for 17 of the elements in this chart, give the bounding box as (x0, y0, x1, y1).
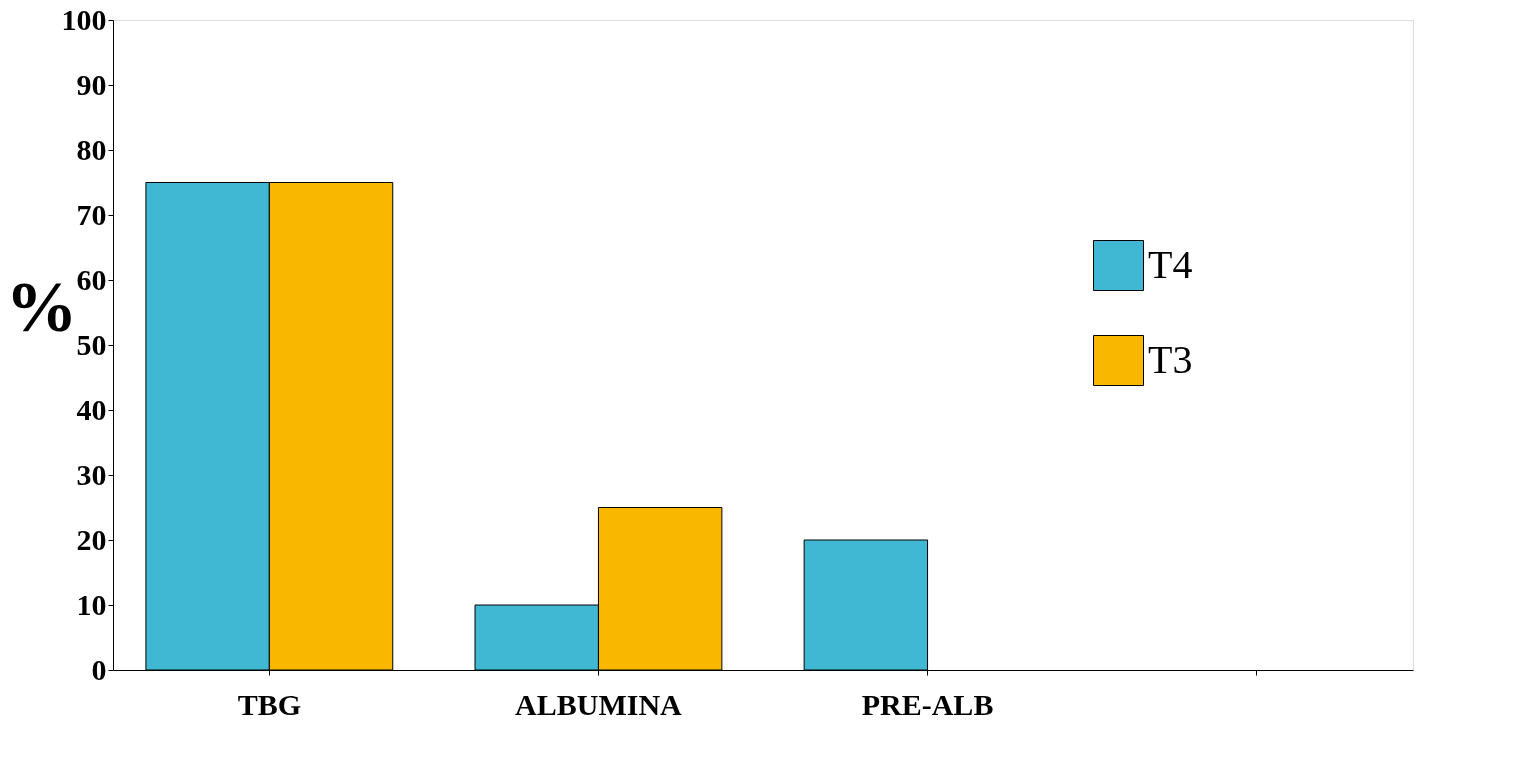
y-tick-label: 60 (76, 262, 107, 296)
x-tick-label: TBG (237, 687, 302, 721)
y-axis-title: % (5, 266, 78, 347)
y-tick-label: 0 (91, 652, 107, 686)
y-tick-label: 10 (76, 587, 107, 621)
y-tick-label: 20 (76, 522, 107, 556)
y-tick-label: 70 (76, 197, 107, 231)
y-tick-label: 90 (76, 67, 107, 101)
y-tick-label: 50 (76, 327, 107, 361)
x-tick-label: PRE-ALB (861, 687, 994, 721)
y-tick-label: 40 (76, 392, 107, 426)
y-tick-label: 30 (76, 457, 107, 491)
x-tick-label: ALBUMINA (515, 687, 683, 721)
legend-label: T3 (1148, 336, 1193, 382)
y-tick-label: 100 (61, 2, 107, 36)
y-tick-label: 80 (76, 132, 107, 166)
legend-label: T4 (1148, 241, 1193, 287)
